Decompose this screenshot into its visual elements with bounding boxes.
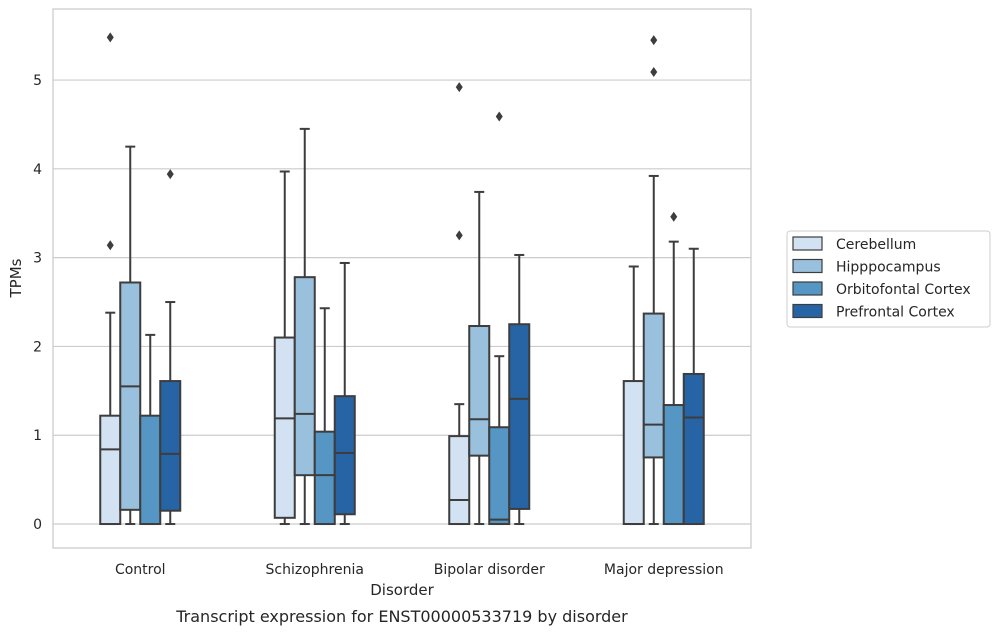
box-prefrontal-cortex (159, 169, 182, 526)
plot-area-frame (52, 8, 752, 549)
legend-label: Cerebellum (836, 237, 916, 253)
legend: Cerebellum Hipppocampus Orbitofontal Corte… (786, 230, 991, 328)
y-tick-label: 0 (33, 517, 42, 533)
boxes (99, 32, 705, 526)
y-axis-ticks: 0 1 2 3 4 5 (33, 73, 42, 533)
y-axis-label: TPMs (7, 258, 25, 298)
outlier-marker (455, 230, 463, 241)
legend-label: Orbitofontal Cortex (836, 282, 971, 298)
y-tick-label: 2 (33, 339, 42, 355)
legend-label: Hipppocampus (836, 260, 941, 276)
y-tick-label: 5 (33, 73, 42, 89)
box-hipppocampus (293, 127, 316, 526)
box-body (622, 380, 645, 526)
outlier-marker (650, 67, 658, 78)
box-body (662, 404, 685, 526)
y-tick-label: 3 (33, 251, 42, 267)
box-body (273, 336, 296, 519)
box-cerebellum (448, 82, 471, 526)
box-body (448, 435, 471, 526)
box-body (642, 312, 665, 459)
box-body (313, 430, 336, 526)
outlier-marker (166, 169, 174, 180)
outlier-marker (455, 82, 463, 93)
box-orbitofontal-cortex (313, 307, 336, 526)
y-tick-label: 4 (33, 162, 42, 178)
box-prefrontal-cortex (333, 261, 356, 526)
box-prefrontal-cortex (508, 253, 531, 526)
box-orbitofontal-cortex (139, 333, 162, 526)
box-hipppocampus (642, 35, 665, 526)
box-cerebellum (99, 32, 122, 526)
box-body (139, 414, 162, 526)
box-cerebellum (273, 170, 296, 526)
box-orbitofontal-cortex (662, 211, 685, 526)
box-hipppocampus (468, 190, 491, 526)
chart-caption: Transcript expression for ENST0000053371… (175, 607, 628, 626)
outlier-marker (106, 240, 114, 251)
legend-swatch (792, 258, 823, 274)
legend-swatch (792, 236, 823, 251)
box-body (119, 281, 142, 511)
box-orbitofontal-cortex (488, 111, 511, 526)
x-axis-ticks: Control Schizophrenia Bipolar disorder Majo… (115, 562, 724, 578)
legend-swatch (792, 281, 823, 296)
x-tick-label: Schizophrenia (266, 562, 364, 578)
box-body (333, 395, 356, 516)
x-tick-label: Major depression (604, 562, 724, 578)
y-tick-label: 1 (33, 428, 42, 444)
box-body (468, 325, 491, 457)
legend-swatch (792, 303, 823, 319)
x-tick-label: Control (115, 562, 166, 578)
legend-frame (786, 230, 991, 328)
outlier-marker (495, 111, 503, 122)
box-body (508, 323, 531, 510)
outlier-marker (670, 211, 678, 222)
box-prefrontal-cortex (682, 247, 705, 526)
outlier-marker (650, 35, 658, 46)
outlier-marker (106, 32, 114, 43)
x-axis-label: Disorder (370, 581, 434, 599)
box-body (293, 276, 316, 477)
box-body (159, 380, 182, 512)
box-body (99, 414, 122, 526)
box-body (488, 426, 511, 526)
box-body (682, 372, 705, 526)
box-hipppocampus (119, 145, 142, 526)
box-cerebellum (622, 265, 645, 526)
x-tick-label: Bipolar disorder (434, 562, 545, 578)
legend-label: Prefrontal Cortex (836, 305, 955, 321)
